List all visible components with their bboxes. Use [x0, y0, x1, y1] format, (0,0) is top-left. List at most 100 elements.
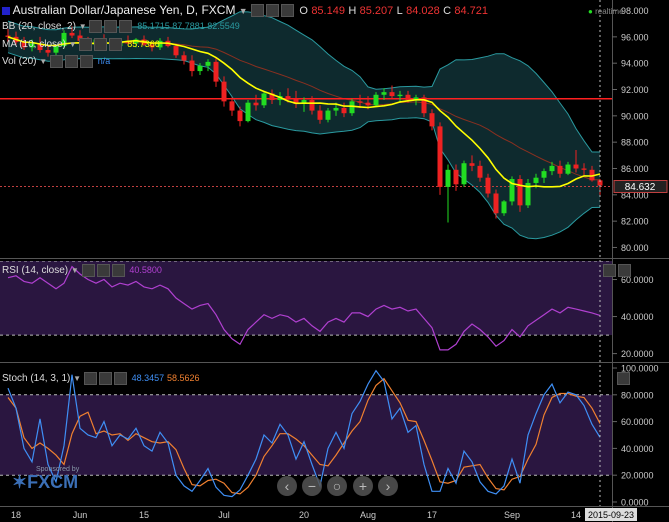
- stoch-tick-label: 60.0000: [621, 417, 654, 427]
- candle-body: [533, 177, 539, 183]
- high-label: H: [348, 5, 357, 17]
- candle-body: [589, 169, 595, 181]
- chevron-down-icon[interactable]: ▼: [68, 40, 77, 50]
- ma-label[interactable]: MA (10, close): [2, 39, 66, 51]
- chevron-down-icon[interactable]: ▼: [39, 57, 48, 67]
- stoch-d-line: [7, 377, 601, 495]
- candle: [381, 88, 387, 101]
- open-value: 85.149: [311, 5, 345, 17]
- candle-body: [381, 92, 387, 95]
- settings-icon[interactable]: [266, 4, 280, 18]
- candle-body: [573, 164, 579, 169]
- rsi-axis: 60.0000 40.0000 20.0000: [612, 275, 654, 359]
- close-panel-icon[interactable]: [618, 264, 631, 277]
- eye-icon[interactable]: [83, 372, 97, 385]
- price-tick-label: 84.000: [621, 190, 649, 200]
- settings-icon[interactable]: [94, 38, 108, 51]
- settings-icon[interactable]: [98, 372, 112, 385]
- chevron-down-icon[interactable]: ▼: [78, 22, 87, 32]
- candle-body: [5, 35, 11, 37]
- zoom-out-button[interactable]: −: [302, 476, 322, 496]
- candle: [461, 160, 467, 187]
- candle-body: [565, 164, 571, 174]
- scroll-left-button[interactable]: ‹: [277, 476, 297, 496]
- candle-body: [197, 65, 203, 72]
- rsi-label[interactable]: RSI (14, close): [2, 265, 69, 277]
- eye-icon[interactable]: [81, 264, 95, 277]
- close-icon[interactable]: [119, 20, 133, 33]
- close-icon[interactable]: [281, 4, 295, 18]
- candle: [205, 59, 211, 72]
- time-tick-label: Aug: [360, 510, 376, 520]
- candle: [253, 94, 259, 111]
- close-icon[interactable]: [79, 55, 93, 68]
- candlesticks: [5, 26, 603, 223]
- open-label: O: [299, 5, 308, 17]
- candle: [493, 189, 499, 219]
- candle: [5, 28, 11, 43]
- eye-icon[interactable]: [49, 55, 63, 68]
- fxcm-logo: ✶FXCM: [12, 472, 78, 492]
- candle: [453, 164, 459, 191]
- chevron-down-icon[interactable]: ▼: [238, 6, 248, 16]
- eye-icon[interactable]: [89, 20, 103, 33]
- chart-header: Australian Dollar/Japanese Yen, D, FXCM …: [2, 2, 488, 19]
- candle-body: [157, 40, 163, 48]
- candle: [301, 97, 307, 112]
- chart-title[interactable]: Australian Dollar/Japanese Yen, D, FXCM: [12, 3, 236, 17]
- sponsored-label: Sponsored by: [36, 466, 80, 473]
- settings-icon[interactable]: [96, 264, 110, 277]
- candle-body: [29, 43, 35, 48]
- candle-body: [293, 98, 299, 104]
- zoom-in-button[interactable]: +: [353, 476, 373, 496]
- candle: [245, 100, 251, 123]
- high-value: 85.207: [359, 5, 394, 17]
- stoch-k-line: [7, 369, 601, 498]
- fxcm-brand: FXCM: [27, 472, 79, 492]
- chevron-down-icon[interactable]: ▼: [70, 266, 79, 276]
- vol-value: n/a: [97, 56, 111, 67]
- candle: [157, 38, 163, 51]
- candle-body: [469, 163, 475, 166]
- candle: [373, 92, 379, 107]
- candle: [69, 26, 75, 39]
- settings-icon[interactable]: [104, 20, 118, 33]
- candle: [469, 155, 475, 172]
- maximize-icon[interactable]: [603, 264, 616, 277]
- candle-body: [125, 40, 131, 44]
- candle: [549, 161, 555, 176]
- vol-label[interactable]: Vol (20): [2, 56, 37, 68]
- candle: [477, 160, 483, 182]
- candle-body: [541, 171, 547, 178]
- bb-label[interactable]: BB (20, close, 2): [2, 21, 76, 33]
- candle-body: [205, 61, 211, 66]
- stoch-levels: [0, 394, 612, 476]
- candle: [341, 102, 347, 118]
- settings-icon[interactable]: [64, 55, 78, 68]
- candle-body: [365, 102, 371, 106]
- eye-icon[interactable]: [251, 4, 265, 18]
- stoch-label[interactable]: Stoch (14, 3, 1): [2, 373, 71, 385]
- time-tick-label: Jun: [73, 510, 88, 520]
- candle: [181, 51, 187, 65]
- chevron-down-icon[interactable]: ▼: [73, 374, 82, 384]
- candle-body: [317, 110, 323, 120]
- close-icon[interactable]: [111, 264, 125, 277]
- candle: [525, 179, 531, 208]
- candle: [237, 106, 243, 127]
- rsi-levels: [0, 261, 612, 336]
- price-tick-label: 82.000: [621, 217, 649, 227]
- reset-zoom-button[interactable]: ○: [327, 476, 347, 496]
- scroll-right-button[interactable]: ›: [378, 476, 398, 496]
- eye-icon[interactable]: [79, 38, 93, 51]
- stoch-tick-label: 100.0000: [621, 364, 659, 374]
- candle: [173, 43, 179, 58]
- close-icon[interactable]: [109, 38, 123, 51]
- panel-menu-icon[interactable]: [617, 372, 630, 385]
- symbol-icon: [2, 6, 10, 15]
- candle: [197, 63, 203, 76]
- candle-body: [477, 165, 483, 178]
- close-icon[interactable]: [113, 372, 127, 385]
- realtime-indicator: ● realtime: [588, 6, 624, 18]
